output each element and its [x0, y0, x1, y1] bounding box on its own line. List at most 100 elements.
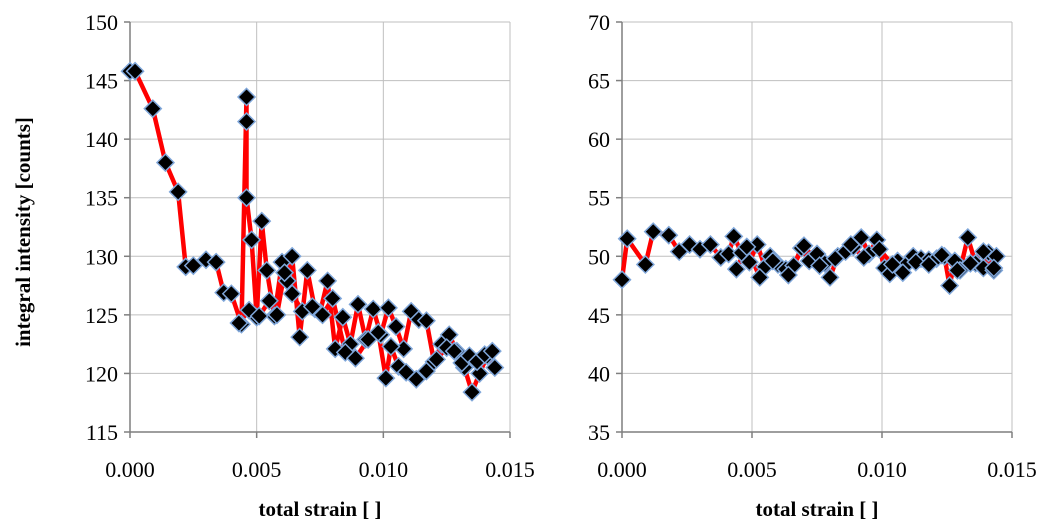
data-point	[325, 339, 345, 359]
data-point	[940, 276, 960, 296]
data-point	[302, 297, 322, 317]
data-point	[882, 254, 902, 275]
data-point	[612, 270, 632, 290]
y-tick-label: 50	[588, 244, 610, 269]
data-point	[376, 368, 396, 388]
x-tick-label: 0.015	[987, 457, 1037, 482]
data-point	[869, 239, 889, 259]
data-point	[426, 349, 447, 369]
data-point	[643, 222, 663, 242]
data-point	[183, 256, 203, 276]
data-point	[282, 246, 302, 266]
data-point	[841, 235, 861, 255]
x-tick-label: 0.010	[359, 457, 409, 482]
data-point	[958, 227, 978, 248]
data-point	[333, 307, 353, 327]
data-point	[318, 271, 338, 291]
data-point	[825, 249, 845, 269]
right-chart: 35 40 45 50 55 60 65 70 0.000 0.005 0.010 0.015 tota…	[588, 10, 1037, 521]
x-tick-label: 0.005	[232, 457, 282, 482]
data-point	[820, 267, 840, 287]
data-point	[168, 182, 188, 202]
data-point	[290, 327, 310, 347]
y-tick-label: 70	[588, 10, 610, 35]
y-tick-label: 40	[588, 361, 610, 386]
data-point	[125, 61, 145, 81]
data-point	[282, 284, 302, 304]
x-tick-label: 0.000	[105, 457, 155, 482]
data-point	[659, 225, 679, 245]
data-point	[416, 361, 436, 381]
data-point	[778, 265, 798, 285]
y-tick-label: 115	[86, 420, 118, 445]
data-point	[794, 236, 814, 256]
data-point	[252, 211, 272, 231]
data-point	[854, 247, 874, 268]
data-point	[257, 260, 277, 280]
data-point	[726, 259, 746, 279]
data-point	[381, 336, 401, 357]
data-point	[739, 252, 759, 272]
y-tick-label: 60	[588, 127, 610, 152]
y-tick-label: 45	[588, 303, 610, 328]
data-point	[155, 153, 176, 173]
data-point	[236, 112, 257, 132]
data-point	[984, 258, 1004, 278]
data-point	[312, 305, 333, 325]
data-point	[960, 253, 980, 273]
data-point	[386, 317, 406, 337]
x-axis-title: total strain [ ]	[755, 497, 878, 521]
y-tick-label: 140	[85, 127, 118, 152]
data-point	[406, 369, 426, 389]
y-axis-title: integral intensity [counts]	[11, 117, 35, 347]
data-point	[724, 226, 744, 246]
data-point	[368, 322, 388, 342]
data-point	[274, 263, 295, 283]
y-tick-label: 35	[588, 420, 610, 445]
y-tick-label: 150	[85, 10, 118, 35]
data-point	[297, 260, 317, 280]
x-tick-label: 0.000	[597, 457, 647, 482]
data-point	[906, 252, 926, 272]
data-point	[363, 299, 383, 319]
x-tick-label: 0.005	[727, 457, 777, 482]
data-point	[143, 99, 163, 119]
data-point	[459, 346, 480, 366]
data-point	[851, 227, 871, 248]
data-point	[750, 267, 770, 287]
data-point	[737, 237, 757, 257]
data-point	[932, 245, 952, 265]
data-point	[267, 305, 287, 325]
data-point	[416, 311, 436, 331]
y-tick-label: 65	[588, 69, 610, 94]
data-point	[482, 341, 502, 361]
data-point	[345, 348, 366, 368]
x-tick-label: 0.010	[857, 457, 907, 482]
x-axis-title: total strain [ ]	[258, 497, 381, 521]
data-point	[947, 260, 967, 280]
data-point	[973, 242, 993, 262]
data-point	[259, 291, 279, 311]
data-point	[617, 229, 637, 249]
data-point	[700, 235, 720, 255]
y-tick-label: 145	[85, 69, 118, 94]
data-point	[635, 254, 655, 275]
y-tick-label: 125	[85, 303, 118, 328]
y-tick-label: 55	[588, 186, 610, 211]
data-point	[323, 288, 343, 309]
left-chart: 115 120 125 130 135 140 145 150 0.000 0.005 0.010 0…	[11, 10, 535, 521]
data-point	[221, 284, 241, 304]
data-point	[919, 254, 939, 275]
data-point	[236, 188, 257, 208]
data-point	[893, 263, 913, 283]
data-point	[462, 382, 482, 402]
y-tick-label: 130	[85, 244, 118, 269]
data-point	[763, 251, 783, 271]
data-point	[444, 341, 464, 361]
data-point	[378, 298, 398, 318]
data-point	[229, 313, 249, 333]
data-point	[206, 252, 226, 272]
data-point	[242, 230, 262, 250]
y-tick-label: 120	[85, 361, 118, 386]
